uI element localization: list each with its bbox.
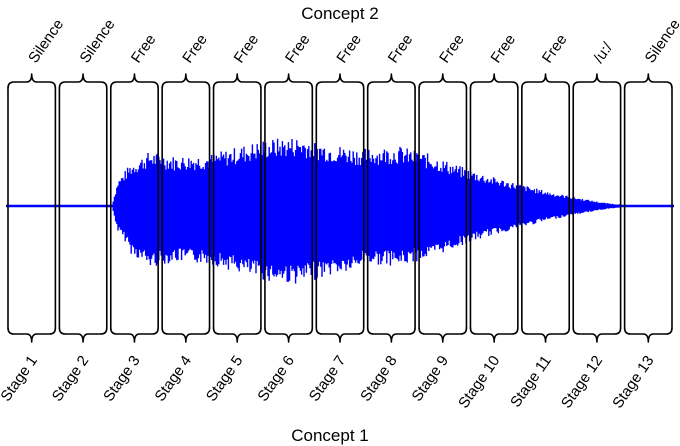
bottom-brace: [418, 327, 468, 343]
stage-brace-4: [161, 73, 211, 343]
top-brace: [264, 73, 314, 89]
concept-2-label-8: Free: [385, 31, 417, 66]
stage-label-2: Stage 2: [49, 353, 93, 405]
concept-2-label-6: Free: [282, 31, 314, 66]
stage-brace-3: [109, 73, 159, 343]
stage-label-7: Stage 7: [306, 353, 350, 405]
concept-2-label: Concept 2: [301, 4, 379, 23]
stage-label-12: Stage 12: [558, 353, 606, 412]
concept-1-label: Concept 1: [291, 426, 369, 445]
stage-braces: [7, 73, 673, 343]
bottom-brace: [58, 327, 108, 343]
stage-label-9: Stage 9: [408, 353, 452, 405]
top-brace: [623, 73, 673, 89]
top-brace: [7, 73, 57, 89]
stage-label-10: Stage 10: [455, 353, 503, 412]
stage-brace-11: [521, 73, 571, 343]
top-brace: [315, 73, 365, 89]
bottom-brace: [572, 327, 622, 343]
stage-brace-2: [58, 73, 108, 343]
stage-brace-10: [469, 73, 519, 343]
concept-2-label-13: Silence: [642, 16, 680, 66]
stage-labels: Stage 1 Stage 2 Stage 3 Stage 4 Stage 5 Stage…: [0, 353, 658, 412]
bottom-brace: [366, 327, 416, 343]
stage-label-3: Stage 3: [100, 353, 144, 405]
top-brace: [366, 73, 416, 89]
stage-label-6: Stage 6: [254, 353, 298, 405]
concept-2-label-7: Free: [333, 31, 365, 66]
concept-2-label-5: Free: [231, 31, 263, 66]
waveform-envelope: [111, 138, 621, 284]
top-brace: [58, 73, 108, 89]
concept-2-label-2: Silence: [76, 16, 118, 66]
stage-brace-5: [212, 73, 262, 343]
top-brace: [469, 73, 519, 89]
stage-brace-6: [264, 73, 314, 343]
concept-2-labels: Silence Silence Free Free Free Free Free Free Fr…: [25, 16, 680, 66]
top-brace: [161, 73, 211, 89]
top-brace: [212, 73, 262, 89]
bottom-brace: [521, 327, 571, 343]
top-brace: [418, 73, 468, 89]
stage-label-4: Stage 4: [152, 353, 196, 405]
top-brace: [109, 73, 159, 89]
stage-brace-13: [623, 73, 673, 343]
bottom-brace: [469, 327, 519, 343]
stage-brace-9: [418, 73, 468, 343]
stage-label-5: Stage 5: [203, 353, 247, 405]
concept-2-label-12: /u:/: [590, 39, 616, 67]
concept-2-label-1: Silence: [25, 16, 67, 66]
audio-waveform: [6, 138, 674, 284]
stage-label-11: Stage 11: [507, 353, 555, 411]
bottom-brace: [161, 327, 211, 343]
concept-2-label-9: Free: [436, 31, 468, 66]
stage-brace-7: [315, 73, 365, 343]
concept-2-label-11: Free: [539, 31, 571, 66]
stage-label-13: Stage 13: [609, 353, 657, 412]
top-brace: [572, 73, 622, 89]
stage-label-8: Stage 8: [357, 353, 401, 405]
bottom-brace: [264, 327, 314, 343]
bottom-brace: [623, 327, 673, 343]
concept-2-label-4: Free: [179, 31, 211, 66]
concept-2-label-10: Free: [488, 31, 520, 66]
bottom-brace: [212, 327, 262, 343]
bottom-brace: [7, 327, 57, 343]
top-brace: [521, 73, 571, 89]
stage-brace-1: [7, 73, 57, 343]
bottom-brace: [109, 327, 159, 343]
stage-brace-12: [572, 73, 622, 343]
stage-brace-8: [366, 73, 416, 343]
concept-2-label-3: Free: [128, 31, 160, 66]
bottom-brace: [315, 327, 365, 343]
stage-label-1: Stage 1: [0, 353, 41, 405]
